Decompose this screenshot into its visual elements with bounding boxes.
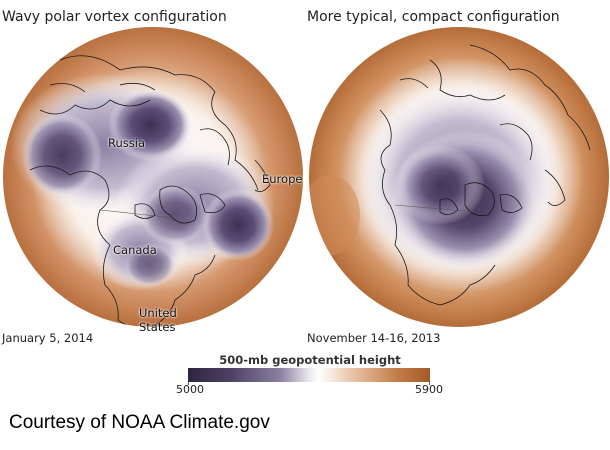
label-russia: Russia [108,136,145,150]
right-coastlines [379,44,591,306]
legend-color-bar [188,368,430,382]
legend-tick-max [429,382,430,385]
date-left: January 5, 2014 [2,331,94,345]
low-center-russia [108,89,192,161]
credit-text: Courtesy of NOAA Climate.gov [9,412,270,433]
label-canada: Canada [113,243,157,257]
right-map [309,27,609,327]
label-states: States [139,320,176,334]
panel-title-left: Wavy polar vortex configuration [2,9,227,25]
low-center-east [202,189,274,261]
legend-tick-min [188,382,189,385]
panel-title-right: More typical, compact configuration [307,9,560,25]
label-europe: Europe [262,172,303,186]
legend-min-label: 5000 [176,383,204,396]
label-united: United [139,306,177,320]
left-map [3,27,303,327]
date-right: November 14-16, 2013 [307,331,441,345]
legend-max-label: 5900 [415,383,443,396]
left-coastlines [29,55,271,327]
